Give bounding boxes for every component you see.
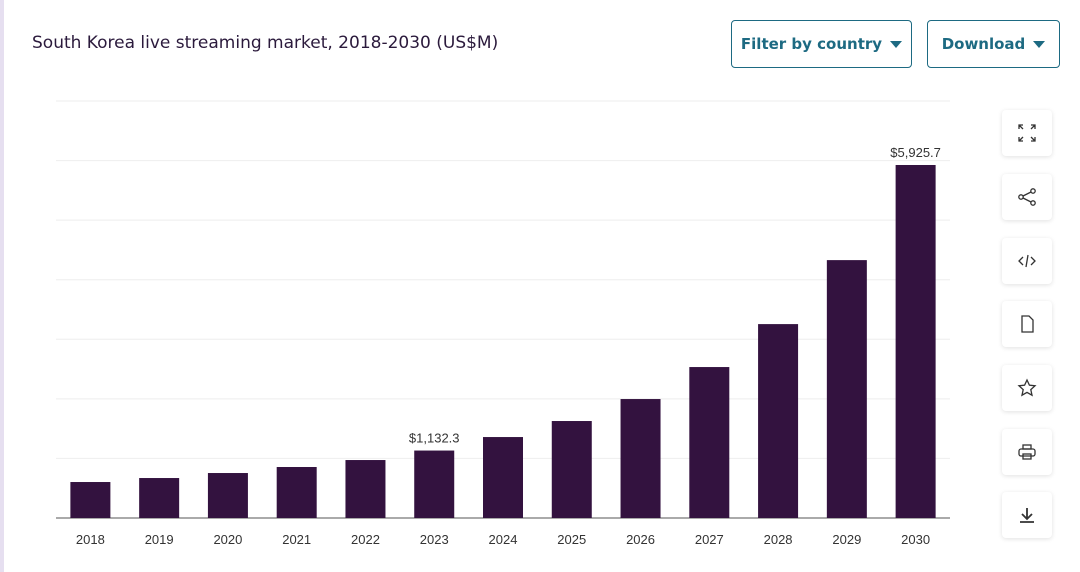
button-label: Download [941, 35, 1026, 53]
download-button[interactable]: Download [927, 20, 1060, 68]
x-tick-label: 2029 [832, 532, 861, 547]
x-tick-label: 2028 [764, 532, 793, 547]
x-tick-label: 2022 [351, 532, 380, 547]
x-tick-label: 2025 [557, 532, 586, 547]
bar [483, 437, 523, 518]
bar [758, 324, 799, 518]
x-tick-label: 2021 [282, 532, 311, 547]
xls-icon[interactable] [1002, 301, 1052, 347]
print-icon[interactable] [1002, 429, 1052, 475]
x-tick-label: 2023 [420, 532, 449, 547]
bar [207, 473, 248, 518]
x-tick-label: 2019 [145, 532, 174, 547]
value-label: $1,132.3 [409, 431, 460, 446]
x-tick-label: 2020 [213, 532, 242, 547]
bar [139, 478, 180, 518]
x-tick-label: 2026 [626, 532, 655, 547]
chart-title: South Korea live streaming market, 2018-… [32, 33, 499, 53]
bar [826, 260, 867, 518]
bar [551, 421, 592, 518]
star-icon[interactable] [1002, 365, 1052, 411]
embed-icon[interactable] [1002, 238, 1052, 284]
bar [895, 164, 936, 518]
bar [276, 467, 317, 518]
chart: 2018 2019 2020 2021 2022 2023 $1,132.3 2024 2025… [56, 100, 950, 547]
filter-button[interactable]: Filter by country [731, 20, 912, 68]
bar [689, 367, 730, 518]
button-label: Filter by country [740, 35, 883, 53]
download-icon[interactable] [1002, 492, 1052, 538]
x-tick-label: 2027 [695, 532, 724, 547]
share-icon[interactable] [1002, 174, 1052, 220]
bar [345, 460, 386, 518]
bar [70, 482, 111, 518]
x-tick-label: 2030 [901, 532, 930, 547]
bar [620, 399, 661, 518]
value-label: $5,925.7 [890, 145, 941, 160]
bar [414, 450, 455, 518]
expand-icon[interactable] [1002, 110, 1052, 156]
x-tick-label: 2024 [489, 532, 518, 547]
x-tick-label: 2018 [76, 532, 105, 547]
